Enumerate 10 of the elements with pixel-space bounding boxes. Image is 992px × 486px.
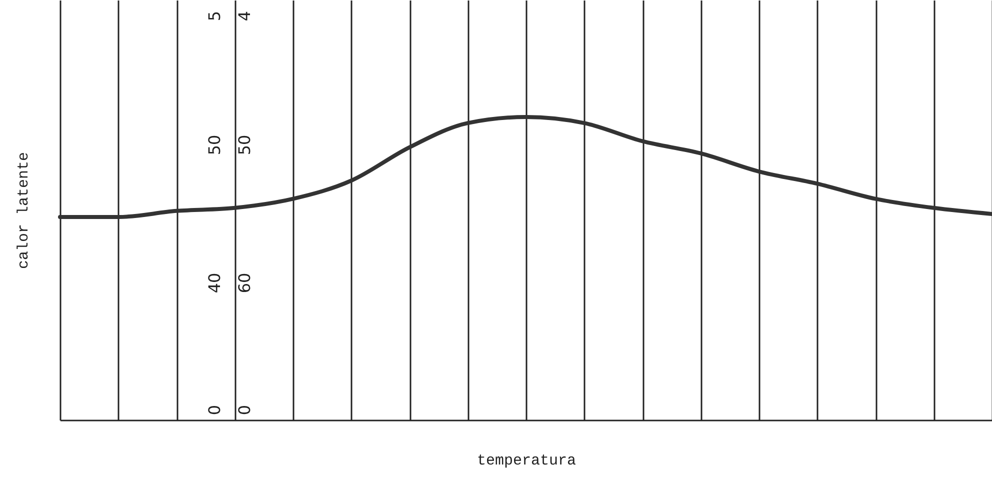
annotation: 40 xyxy=(205,272,224,294)
annotation: 50 xyxy=(235,134,254,156)
annotation: 50 xyxy=(205,134,224,156)
y-axis-title: calor latente xyxy=(16,152,32,270)
text: 5 xyxy=(205,10,224,22)
x-axis-title: temperatura xyxy=(476,452,576,470)
annotation: 60 xyxy=(235,272,254,294)
annotation: 0 xyxy=(205,404,224,416)
annotation: 0 xyxy=(235,404,254,416)
text: 4 xyxy=(235,10,254,22)
